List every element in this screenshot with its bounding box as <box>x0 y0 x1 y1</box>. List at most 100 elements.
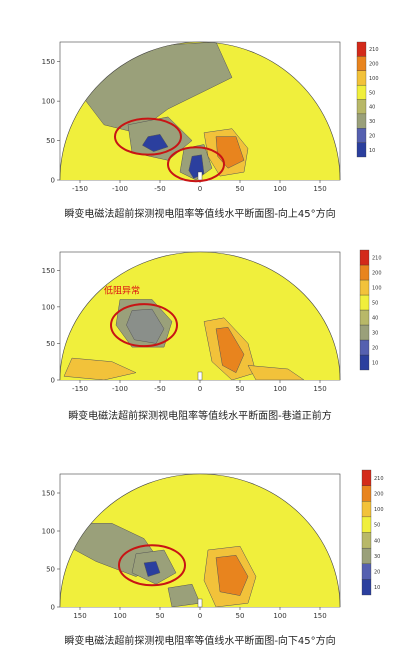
x-tick-label: -150 <box>72 185 88 193</box>
colorbar-swatch <box>361 532 372 549</box>
roadway-marker <box>197 171 203 181</box>
colorbar-swatch <box>356 99 367 115</box>
x-tick-label: 50 <box>236 612 245 620</box>
chart-panel-1: -150 -100 -50 0 50 100 150 0 50 100 150 10 20 30 40 50 1… <box>0 30 400 200</box>
colorbar-tick-label: 30 <box>374 554 380 560</box>
contour-region <box>143 561 161 577</box>
colorbar-tick-label: 200 <box>372 271 382 277</box>
chart-panel-3: 150 100 50 0 50 100 150 0 50 100 150 10 20 30 40 50 100 2… <box>0 462 400 627</box>
roadway-marker <box>197 598 203 608</box>
colorbar-tick-label: 200 <box>374 491 384 497</box>
colorbar-swatch <box>361 469 372 486</box>
highlight-ellipse <box>167 146 225 183</box>
caption-1: 瞬变电磁法超前探测视电阻率等值线水平断面图-向上45°方向 <box>64 209 336 220</box>
colorbar-swatch <box>359 309 370 326</box>
chart-down-45: 150 100 50 0 50 100 150 0 50 100 150 10 20 30 40 50 100 2… <box>42 469 384 620</box>
x-tick-label: -50 <box>154 185 165 193</box>
x-tick-label: 150 <box>73 612 86 620</box>
colorbar-tick-label: 20 <box>374 570 380 576</box>
x-tick-label: 150 <box>313 385 326 393</box>
highlight-ellipse <box>110 303 178 348</box>
y-tick-label: 150 <box>42 58 55 66</box>
y-tick-label: 0 <box>51 604 55 612</box>
x-tick-label: -50 <box>154 385 165 393</box>
x-tick-label: 100 <box>273 385 286 393</box>
colorbar-tick-label: 50 <box>369 90 375 96</box>
colorbar-tick-label: 40 <box>374 538 380 544</box>
annotation-label: 低阻异常 <box>104 285 140 297</box>
colorbar-swatch <box>356 56 367 71</box>
semicircle-outline <box>59 41 341 181</box>
colorbar-swatch <box>359 339 370 356</box>
colorbar-tick-label: 40 <box>372 316 378 322</box>
colorbar-tick-label: 50 <box>372 301 378 307</box>
x-tick-label: 0 <box>198 385 202 393</box>
colorbar-tick-label: 30 <box>369 119 375 125</box>
x-tick-label: 100 <box>113 612 126 620</box>
y-tick-label: 150 <box>42 267 55 275</box>
x-tick-label: 150 <box>313 185 326 193</box>
colorbar-swatch <box>359 264 370 281</box>
contour-region <box>215 327 245 374</box>
colorbar-tick-label: 100 <box>374 507 384 513</box>
contour-region <box>215 555 249 596</box>
x-tick-label: 100 <box>273 185 286 193</box>
colorbar-swatch <box>356 70 367 86</box>
colorbar-tick-label: 200 <box>369 62 379 68</box>
colorbar-tick-label: 100 <box>372 286 382 292</box>
highlight-ellipse <box>114 117 182 156</box>
y-tick-label: 50 <box>46 340 55 348</box>
colorbar-swatch <box>361 516 372 533</box>
contour-region <box>63 357 137 380</box>
colorbar-swatch <box>359 279 370 296</box>
x-tick-label: 50 <box>236 385 245 393</box>
colorbar-swatch <box>361 485 372 502</box>
x-tick-label: 150 <box>313 612 326 620</box>
colorbar-swatch <box>359 294 370 311</box>
colorbar-tick-label: 100 <box>369 76 379 82</box>
colorbar-swatch <box>356 128 367 143</box>
highlight-ellipse <box>118 544 186 587</box>
x-tick-label: -100 <box>112 385 128 393</box>
colorbar-tick-label: 20 <box>369 133 375 139</box>
colorbar-swatch <box>361 501 372 518</box>
colorbar-swatch <box>361 563 372 580</box>
contour-region <box>247 365 305 380</box>
y-tick-label: 50 <box>46 137 55 145</box>
chart-up-45: -150 -100 -50 0 50 100 150 0 50 100 150 10 20 30 40 50 1… <box>42 41 379 193</box>
contour-region <box>142 134 169 152</box>
x-tick-label: 0 <box>198 612 202 620</box>
y-tick-label: 50 <box>46 566 55 574</box>
colorbar-swatch <box>356 142 367 158</box>
semicircle-outline <box>59 251 341 381</box>
y-tick-label: 150 <box>42 490 55 498</box>
colorbar-swatch <box>359 249 370 266</box>
caption-3: 瞬变电磁法超前探测视电阻率等值线水平断面图-向下45°方向 <box>64 636 336 647</box>
y-tick-label: 100 <box>42 98 55 106</box>
colorbar-swatch <box>359 354 370 371</box>
contour-region <box>126 308 165 344</box>
y-tick-label: 100 <box>42 303 55 311</box>
colorbar-swatch <box>361 579 372 596</box>
caption-2: 瞬变电磁法超前探测视电阻率等值线水平断面图-巷道正前方 <box>68 411 332 422</box>
x-tick-label: 0 <box>198 185 202 193</box>
chart-ahead: -150 -100 -50 0 50 100 150 0 50 100 150 10 20 30 40 50 1… <box>42 249 382 393</box>
colorbar-tick-label: 210 <box>369 47 379 53</box>
colorbar-swatch <box>356 41 367 57</box>
colorbar-tick-label: 50 <box>374 523 380 529</box>
y-tick-label: 0 <box>51 177 55 185</box>
x-tick-label: 50 <box>156 612 165 620</box>
colorbar-tick-label: 210 <box>374 476 384 482</box>
roadway-marker <box>197 371 203 381</box>
colorbar-tick-label: 40 <box>369 105 375 111</box>
semicircle-outline <box>59 473 341 608</box>
colorbar-swatch <box>361 547 372 564</box>
x-tick-label: -100 <box>112 185 128 193</box>
colorbar-swatch <box>356 113 367 129</box>
colorbar-tick-label: 30 <box>372 331 378 337</box>
colorbar-tick-label: 210 <box>372 256 382 262</box>
y-tick-label: 100 <box>42 528 55 536</box>
colorbar-tick-label: 10 <box>372 361 378 367</box>
x-tick-label: 100 <box>273 612 286 620</box>
colorbar-swatch <box>359 324 370 341</box>
